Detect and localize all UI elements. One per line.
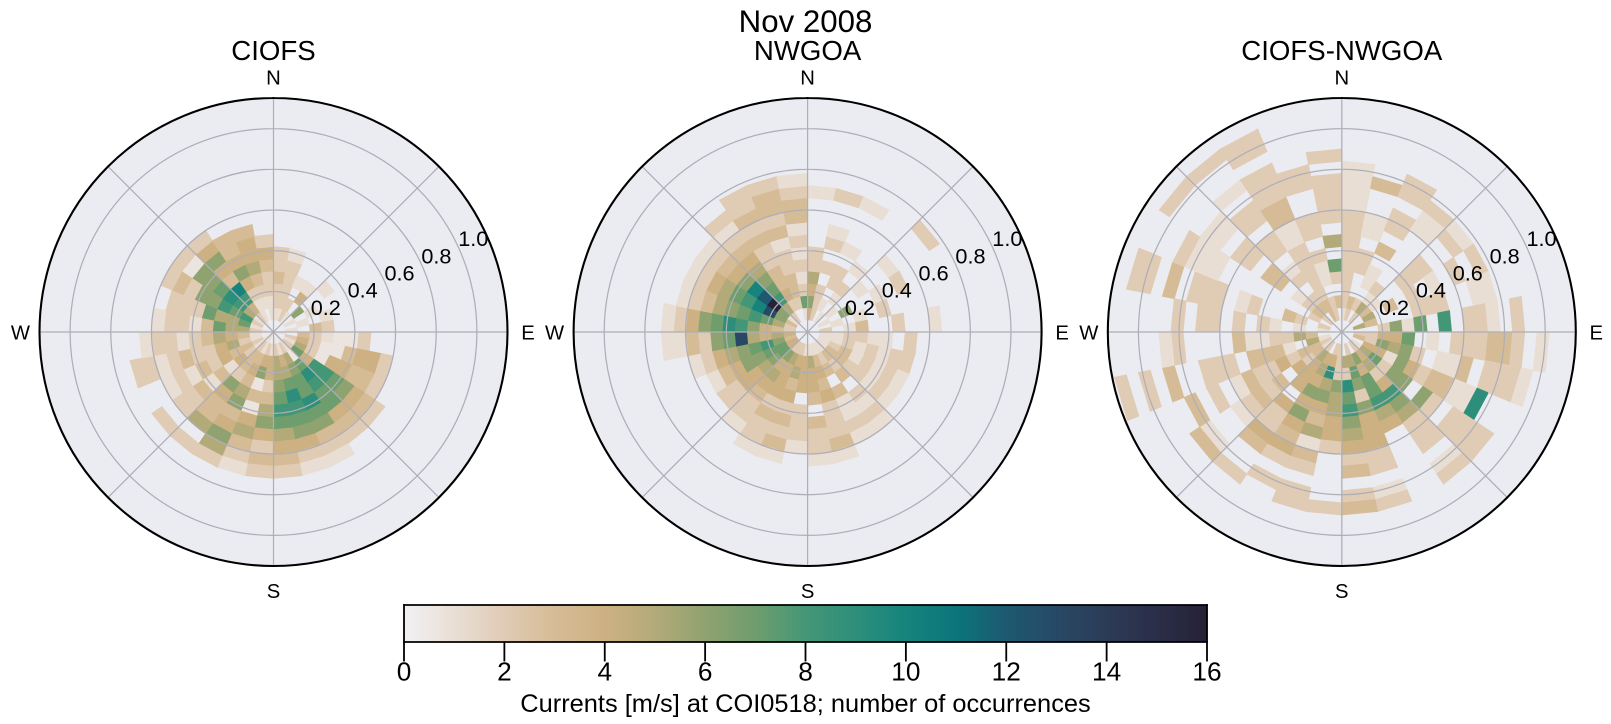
svg-text:0.6: 0.6 (919, 261, 949, 286)
svg-text:N: N (266, 68, 281, 90)
svg-text:2: 2 (497, 656, 512, 686)
svg-text:0.2: 0.2 (311, 295, 341, 320)
svg-text:S: S (1335, 581, 1349, 603)
svg-text:CIOFS: CIOFS (231, 35, 315, 66)
svg-text:16: 16 (1192, 656, 1221, 686)
svg-text:W: W (545, 323, 565, 345)
svg-text:0.4: 0.4 (348, 278, 378, 303)
svg-text:W: W (11, 323, 31, 345)
svg-text:1.0: 1.0 (992, 226, 1022, 251)
svg-text:1.0: 1.0 (458, 226, 488, 251)
svg-text:N: N (1334, 68, 1349, 90)
svg-text:N: N (800, 68, 815, 90)
svg-text:Currents [m/s] at COI0518; num: Currents [m/s] at COI0518; number of occ… (520, 690, 1090, 718)
svg-text:0.8: 0.8 (955, 243, 985, 268)
svg-text:1.0: 1.0 (1526, 226, 1556, 251)
svg-text:0.4: 0.4 (882, 278, 912, 303)
svg-text:0.6: 0.6 (384, 261, 414, 286)
svg-text:Nov 2008: Nov 2008 (739, 4, 873, 39)
svg-text:NWGOA: NWGOA (754, 35, 862, 66)
svg-text:14: 14 (1092, 656, 1121, 686)
svg-text:10: 10 (891, 656, 920, 686)
svg-text:E: E (1055, 323, 1069, 345)
svg-text:E: E (521, 323, 535, 345)
svg-text:CIOFS-NWGOA: CIOFS-NWGOA (1241, 35, 1443, 66)
svg-text:0.8: 0.8 (1490, 243, 1520, 268)
svg-text:0.2: 0.2 (845, 295, 875, 320)
svg-text:0: 0 (397, 656, 412, 686)
svg-text:0.6: 0.6 (1453, 261, 1483, 286)
svg-text:12: 12 (992, 656, 1021, 686)
svg-text:8: 8 (798, 656, 813, 686)
svg-text:E: E (1590, 323, 1604, 345)
svg-text:S: S (801, 581, 815, 603)
svg-text:S: S (267, 581, 281, 603)
svg-text:0.8: 0.8 (421, 243, 451, 268)
svg-text:W: W (1079, 323, 1099, 345)
svg-text:6: 6 (698, 656, 713, 686)
svg-text:4: 4 (597, 656, 612, 686)
svg-text:0.4: 0.4 (1416, 278, 1446, 303)
svg-text:0.2: 0.2 (1379, 295, 1409, 320)
